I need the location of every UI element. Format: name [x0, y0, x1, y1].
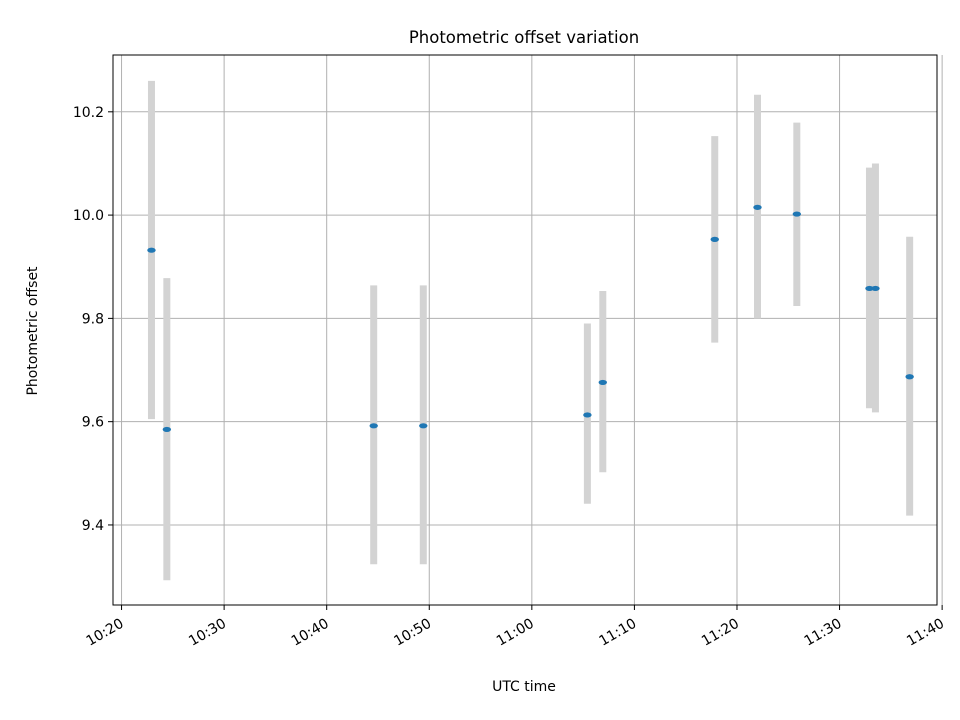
- data-point: [865, 285, 874, 292]
- error-bars: [147, 80, 914, 581]
- data-points: [147, 204, 914, 433]
- data-point: [369, 423, 378, 429]
- grid: [113, 55, 943, 605]
- data-point: [753, 204, 762, 210]
- x-tick-label: 10:30: [186, 616, 229, 650]
- data-point: [905, 374, 914, 380]
- y-tick-label: 9.4: [82, 518, 104, 534]
- chart-title: Photometric offset variation: [409, 28, 639, 47]
- x-tick-label: 10:50: [391, 616, 434, 650]
- y-tick-label: 10.0: [73, 208, 104, 224]
- data-point: [871, 285, 880, 292]
- x-tick-label: 11:30: [802, 616, 845, 650]
- data-point: [792, 211, 802, 217]
- data-point: [710, 236, 719, 242]
- x-tick-label: 11:10: [596, 616, 639, 650]
- data-point: [598, 379, 607, 386]
- data-point: [147, 247, 156, 253]
- x-tick-label: 11:00: [494, 616, 537, 650]
- data-point: [419, 423, 428, 429]
- y-tick-label: 10.2: [73, 105, 104, 121]
- plot-frame: [112, 54, 938, 606]
- y-tick-label: 9.8: [82, 311, 104, 327]
- x-tick-label: 10:40: [289, 616, 332, 650]
- x-tick-label: 10:20: [84, 616, 127, 650]
- x-axis-label: UTC time: [492, 679, 556, 695]
- y-axis-ticks: 9.4 9.6 9.8 10.0 10.2: [73, 105, 113, 534]
- data-point: [583, 412, 592, 418]
- x-tick-label: 11:40: [904, 616, 947, 650]
- x-axis-ticks: 10:20 10:30 10:40 10:50 11:00 11:10 11:20 11:30…: [84, 605, 947, 650]
- x-tick-label: 11:20: [699, 616, 742, 650]
- y-tick-label: 9.6: [82, 415, 104, 431]
- y-axis-label: Photometric offset: [25, 266, 41, 396]
- data-point: [162, 426, 172, 433]
